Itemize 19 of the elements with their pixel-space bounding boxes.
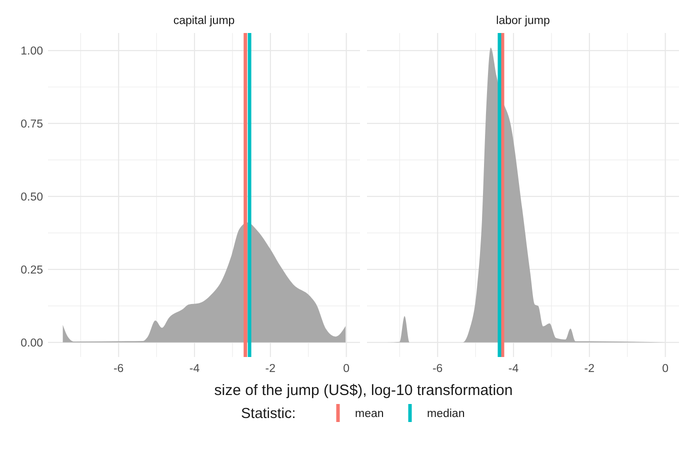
y-tick-label: 1.00	[20, 46, 43, 58]
legend-label: median	[427, 408, 465, 420]
x-tick-label: -6	[432, 363, 443, 375]
legend-title: Statistic:	[241, 406, 296, 422]
legend-label: mean	[355, 408, 384, 420]
x-tick-label: 0	[662, 363, 669, 375]
y-tick-label: 0.50	[20, 191, 43, 204]
x-tick-label: -2	[265, 363, 276, 375]
x-axis-title: size of the jump (US$), log-10 transformation	[214, 382, 513, 399]
x-tick-label: -4	[189, 363, 200, 375]
y-tick-label: 0.75	[20, 118, 43, 130]
y-tick-label: 0.00	[20, 337, 43, 350]
chart-title: capital jump	[173, 15, 235, 27]
x-tick-label: -6	[113, 363, 124, 375]
y-tick-label: 0.25	[20, 264, 43, 276]
x-tick-label: -4	[508, 363, 520, 375]
chart-title: labor jump	[496, 15, 550, 27]
x-tick-label: -2	[584, 363, 595, 375]
x-tick-label: 0	[343, 363, 350, 375]
